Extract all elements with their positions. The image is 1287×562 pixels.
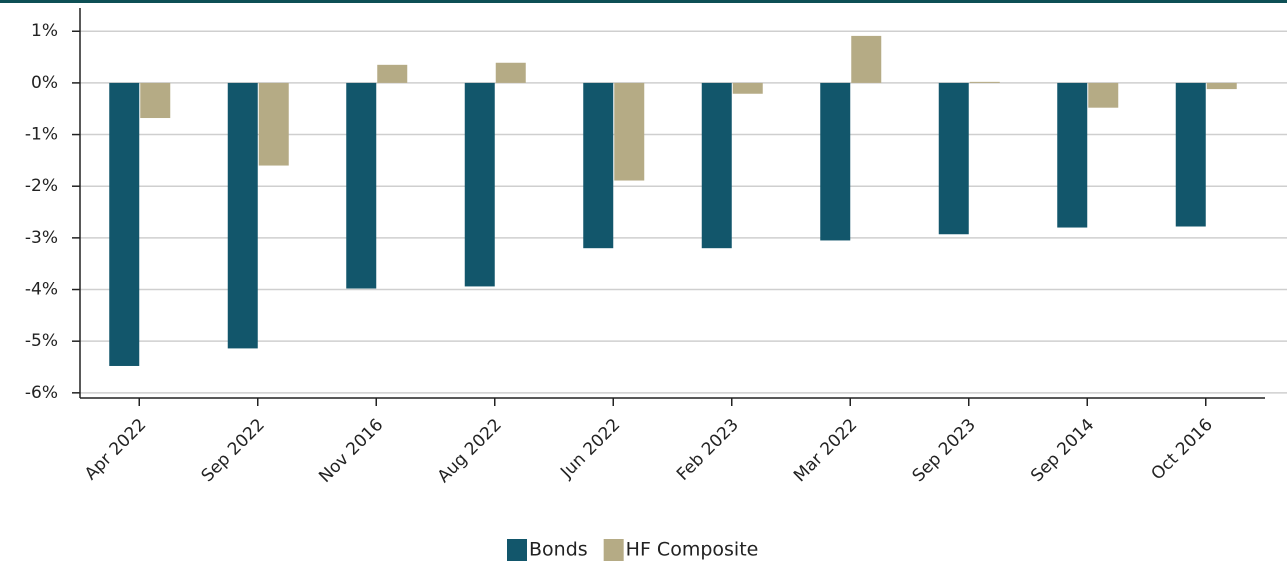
bar bbox=[851, 35, 882, 83]
y-tick-label: -5% bbox=[25, 331, 58, 351]
bar bbox=[1057, 82, 1088, 228]
y-tick-label: -2% bbox=[25, 176, 58, 196]
bar bbox=[377, 64, 408, 83]
bar bbox=[583, 82, 614, 249]
y-tick-label: -6% bbox=[25, 383, 58, 403]
legend-swatch bbox=[603, 539, 624, 561]
top-border bbox=[0, 0, 1287, 3]
bar bbox=[1175, 82, 1206, 227]
bar bbox=[969, 81, 1000, 83]
bar bbox=[109, 82, 140, 366]
bar bbox=[140, 82, 171, 119]
x-tick-label: Nov 2016 bbox=[315, 415, 387, 487]
x-tick-label: Sep 2023 bbox=[909, 415, 980, 486]
bar bbox=[1206, 82, 1237, 90]
x-tick-label: Sep 2014 bbox=[1027, 415, 1098, 486]
x-tick-label: Oct 2016 bbox=[1147, 415, 1216, 484]
y-tick-label: -4% bbox=[25, 280, 58, 300]
legend-swatch bbox=[507, 539, 527, 561]
bar bbox=[258, 82, 289, 166]
bar bbox=[346, 82, 377, 289]
x-tick-label: Apr 2022 bbox=[81, 415, 150, 484]
bar bbox=[938, 82, 969, 235]
bar bbox=[614, 82, 645, 181]
bar bbox=[1088, 82, 1119, 108]
x-tick-label: Sep 2022 bbox=[198, 415, 269, 486]
x-tick-label: Aug 2022 bbox=[434, 415, 506, 487]
x-tick-label: Feb 2023 bbox=[673, 415, 743, 485]
bar bbox=[820, 82, 851, 241]
x-tick-label: Mar 2022 bbox=[790, 415, 861, 486]
y-tick-label: -1% bbox=[25, 125, 58, 145]
bar bbox=[732, 82, 763, 94]
y-tick-label: 1% bbox=[31, 21, 58, 41]
x-tick-label: Jun 2022 bbox=[556, 415, 624, 483]
bar bbox=[464, 82, 495, 287]
legend-label: HF Composite bbox=[626, 539, 759, 561]
y-tick-label: 0% bbox=[31, 73, 58, 93]
legend-label: Bonds bbox=[529, 539, 588, 561]
bar bbox=[227, 82, 258, 349]
y-tick-label: -3% bbox=[25, 228, 58, 248]
bar bbox=[701, 82, 732, 249]
bar bbox=[495, 62, 526, 83]
